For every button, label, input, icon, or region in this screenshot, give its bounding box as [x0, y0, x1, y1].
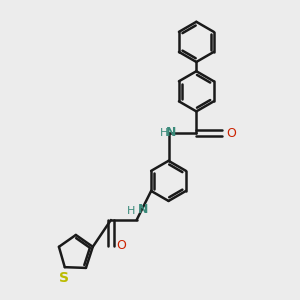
Text: O: O	[116, 239, 126, 252]
Text: S: S	[59, 271, 69, 285]
Text: N: N	[138, 203, 148, 216]
Text: H: H	[160, 128, 168, 138]
Text: N: N	[166, 126, 176, 139]
Text: H: H	[127, 206, 135, 216]
Text: O: O	[227, 127, 237, 140]
